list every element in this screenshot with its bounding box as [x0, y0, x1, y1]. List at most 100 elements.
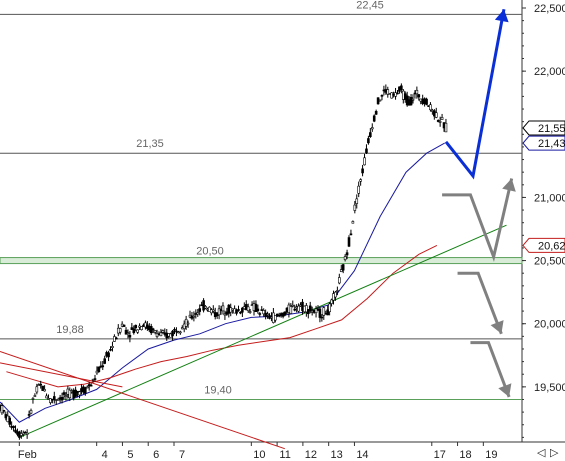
- candle-body: [68, 389, 72, 399]
- candle-body: [118, 328, 122, 333]
- candle-body: [49, 398, 52, 403]
- candle-body: [161, 330, 165, 333]
- scenario-arrow: [457, 271, 503, 335]
- x-tick-label: 19: [485, 449, 497, 461]
- x-tick-label: 13: [331, 449, 343, 461]
- candle-body: [429, 104, 432, 111]
- candle-body: [336, 290, 339, 292]
- candle-body: [326, 309, 329, 316]
- price-badge-label: 21,43: [538, 138, 565, 150]
- candle-body: [241, 307, 244, 313]
- candle-body: [305, 305, 308, 313]
- candle-body: [52, 396, 56, 401]
- y-tick-label: 21,000: [534, 192, 565, 204]
- candle-body: [258, 313, 262, 315]
- level-label: 19,40: [204, 384, 232, 396]
- candle-body: [29, 410, 33, 414]
- candle-body: [394, 92, 397, 97]
- candle-body: [260, 309, 264, 311]
- candle-body: [0, 405, 4, 414]
- candle-body: [438, 121, 442, 123]
- candle-body: [396, 92, 399, 95]
- candle-body: [436, 120, 440, 122]
- candle-body: [159, 332, 163, 337]
- price-badge: [522, 135, 565, 151]
- candle-body: [208, 306, 211, 312]
- candle-body: [202, 300, 205, 311]
- x-tick-label: 12: [305, 449, 317, 461]
- candle-body: [211, 309, 215, 312]
- candle-body: [136, 329, 139, 333]
- candle-body: [237, 309, 240, 311]
- candle-body: [297, 305, 300, 312]
- candle-body: [93, 378, 97, 380]
- candle-body: [27, 414, 31, 416]
- candle-body: [275, 313, 279, 316]
- y-tick-label: 20,000: [534, 319, 565, 331]
- x-tick-label: 17: [434, 449, 446, 461]
- candle-body: [134, 324, 138, 329]
- candle-body: [186, 322, 190, 325]
- candle-body: [434, 112, 438, 118]
- candle-body: [107, 352, 110, 358]
- candle-body: [425, 98, 428, 105]
- candle-body: [2, 409, 6, 412]
- indicator-line: [0, 142, 445, 423]
- candle-body: [353, 204, 357, 211]
- candle-body: [349, 233, 353, 236]
- candle-body: [204, 306, 207, 309]
- candle-body: [196, 312, 200, 315]
- candle-body: [306, 309, 310, 315]
- candle-body: [274, 315, 277, 321]
- level-label: 21,35: [136, 138, 164, 150]
- candle-body: [367, 138, 370, 144]
- scenario-arrowhead: [494, 9, 509, 23]
- scenario-arrowhead: [490, 320, 504, 334]
- x-tick-label: 7: [179, 449, 185, 461]
- indicator-line: [19, 224, 507, 438]
- candle-body: [95, 370, 99, 374]
- candle-body: [221, 305, 225, 312]
- candle-body: [361, 168, 364, 174]
- candle-body: [21, 432, 25, 435]
- x-tick-label: 18: [459, 449, 471, 461]
- x-tick-label: Feb: [18, 449, 37, 461]
- candle-body: [417, 94, 421, 98]
- x-tick-label: 5: [127, 449, 133, 461]
- candle-body: [248, 311, 252, 313]
- x-tick-label: 10: [253, 449, 265, 461]
- scenario-arrows-layer: [442, 8, 516, 398]
- candle-body: [56, 399, 60, 401]
- candle-body: [97, 366, 101, 372]
- price-badge-label: 21,55: [538, 123, 565, 135]
- candle-body: [355, 198, 359, 204]
- scenario-arrow: [442, 178, 514, 262]
- candle-body: [124, 329, 128, 335]
- candle-body: [357, 185, 361, 194]
- level-label: 20,50: [196, 246, 224, 258]
- candle-body: [8, 417, 11, 425]
- candle-body: [89, 384, 93, 387]
- candle-body: [262, 310, 265, 315]
- candle-body: [64, 395, 68, 397]
- indicator-line: [0, 351, 285, 450]
- scenario-arrow: [470, 341, 511, 398]
- candle-body: [322, 307, 326, 316]
- candle-body: [291, 304, 295, 307]
- candle-body: [23, 431, 27, 434]
- candle-body: [330, 299, 333, 304]
- level-band: [0, 257, 523, 265]
- candle-body: [173, 328, 176, 331]
- scroll-left-icon: ◁: [537, 447, 546, 459]
- candle-body: [33, 395, 37, 397]
- candle-body: [440, 117, 444, 120]
- scenario-arrowhead: [502, 178, 516, 192]
- scenario-arrowhead: [498, 383, 512, 397]
- candle-body: [314, 308, 318, 314]
- candle-body: [41, 385, 44, 391]
- level-label: 19,88: [56, 324, 84, 336]
- candle-body: [62, 392, 66, 395]
- candle-body: [289, 306, 293, 314]
- axes-layer: 22,500 22,000 21,000 20,500 20,000 19,500 Feb 4…: [18, 3, 565, 461]
